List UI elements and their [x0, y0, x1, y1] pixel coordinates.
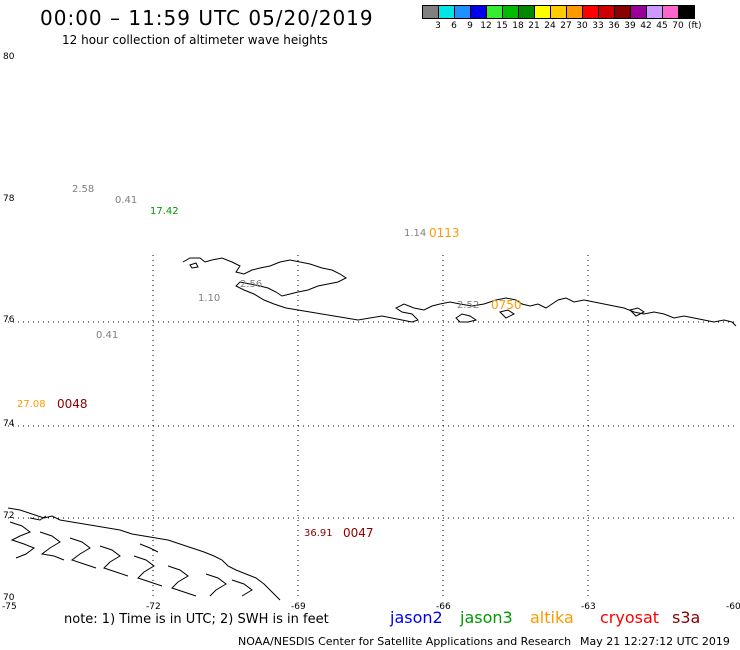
- scale-label: 33: [592, 21, 604, 31]
- scale-label: 45: [656, 21, 668, 31]
- color-swatch: [678, 5, 695, 19]
- lat-label: 72: [3, 511, 14, 521]
- legend-altika: altika: [530, 608, 574, 627]
- lat-label: 76: [3, 315, 15, 325]
- greenland-coastline: [182, 257, 737, 327]
- wave-height-label: 2.52: [457, 300, 479, 311]
- lat-label: 70: [3, 593, 15, 603]
- footer-note: note: 1) Time is in UTC; 2) SWH is in fe…: [64, 612, 329, 627]
- scale-label: 36: [608, 21, 620, 31]
- scale-label: 18: [512, 21, 524, 31]
- scale-label: 42: [640, 21, 652, 31]
- lon-label: -60: [726, 602, 740, 612]
- legend-jason2: jason2: [390, 608, 443, 627]
- scale-label: 24: [544, 21, 556, 31]
- scale-label: 27: [560, 21, 572, 31]
- wave-height-label: 2.58: [72, 184, 94, 195]
- wave-height-label: 0.41: [96, 330, 118, 341]
- lon-label: -75: [2, 602, 17, 612]
- wave-height-label: 36.91: [304, 528, 333, 539]
- scale-label: 3: [435, 21, 441, 31]
- wave-height-label: 27.08: [17, 399, 46, 410]
- map-title: 00:00 – 11:59 UTC 05/20/2019: [40, 6, 374, 30]
- scale-label: 9: [467, 21, 473, 31]
- wave-height-label: 0.41: [115, 195, 137, 206]
- color-scale: [422, 5, 695, 19]
- scale-unit: (ft): [688, 21, 702, 31]
- map-subtitle: 12 hour collection of altimeter wave hei…: [62, 33, 328, 47]
- credit-text: NOAA/NESDIS Center for Satellite Applica…: [238, 635, 572, 648]
- legend-jason3: jason3: [460, 608, 513, 627]
- scale-label: 12: [480, 21, 492, 31]
- timestamp-text: May 21 12:27:12 UTC 2019: [580, 635, 730, 648]
- color-scale-labels: 3 6 9 12 15 18 21 24 27 30 33 36 39 42 45 70 (ft): [422, 21, 702, 31]
- wave-height-label: 0047: [343, 526, 374, 540]
- lat-label: 80: [3, 52, 15, 62]
- legend-cryosat: cryosat: [600, 608, 660, 627]
- scale-label: 70: [672, 21, 684, 31]
- wave-height-label: 17.42: [150, 206, 179, 217]
- scale-label: 39: [624, 21, 636, 31]
- graticule: [8, 255, 735, 600]
- wave-height-label: 1.10: [198, 293, 220, 304]
- lat-label: 78: [3, 194, 15, 204]
- scale-label: 30: [576, 21, 588, 31]
- lat-label: 74: [3, 419, 15, 429]
- baffin-coastline: [7, 507, 281, 601]
- lon-label: -69: [291, 602, 306, 612]
- lon-label: -66: [436, 602, 451, 612]
- wave-height-label: 0048: [57, 397, 88, 411]
- wave-height-label: 0113: [429, 226, 460, 240]
- lon-label: -72: [146, 602, 161, 612]
- wave-height-label: 1.14: [404, 228, 426, 239]
- observation-layer: 2.58 0.41 17.42 1.14 0113 2.56 1.10 2.52 0750 0.4…: [17, 184, 522, 540]
- wave-height-label: 0750: [491, 298, 522, 312]
- legend-s3a: s3a: [672, 608, 701, 627]
- scale-label: 15: [496, 21, 508, 31]
- scale-label: 21: [528, 21, 540, 31]
- scale-label: 6: [451, 21, 457, 31]
- wave-height-label: 2.56: [240, 279, 262, 290]
- lon-label: -63: [581, 602, 596, 612]
